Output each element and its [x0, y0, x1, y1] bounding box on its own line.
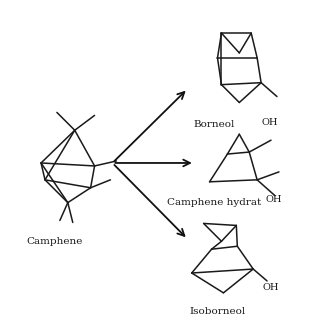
- Text: OH: OH: [266, 195, 282, 204]
- Text: OH: OH: [263, 283, 279, 292]
- Text: Isoborneol: Isoborneol: [189, 307, 246, 316]
- Text: OH: OH: [262, 118, 278, 127]
- Text: Camphene: Camphene: [27, 237, 83, 246]
- Text: Borneol: Borneol: [194, 120, 235, 129]
- Text: Camphene hydrat: Camphene hydrat: [167, 198, 262, 207]
